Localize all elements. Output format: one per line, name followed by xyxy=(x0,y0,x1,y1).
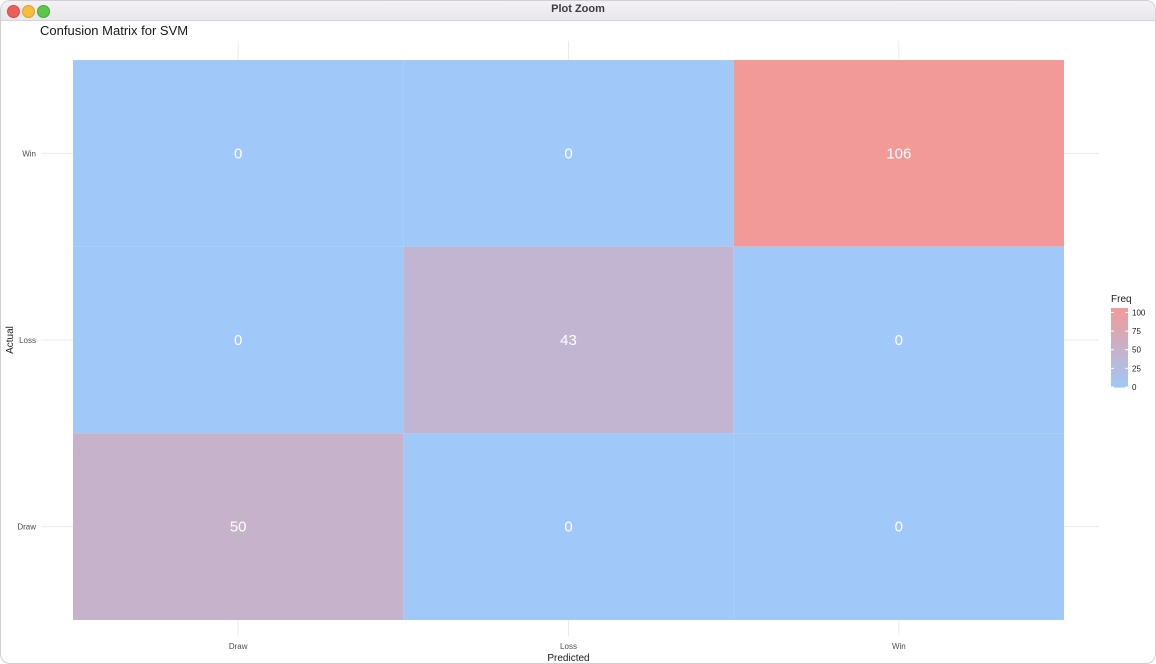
cell-value-label: 43 xyxy=(560,332,577,349)
y-tick-label: Loss xyxy=(19,336,36,345)
heatmap-cell-loss-draw xyxy=(73,246,404,434)
legend-tick-label: 50 xyxy=(1132,346,1141,355)
y-tick-label: Win xyxy=(22,149,36,158)
legend-colorbar-segment xyxy=(1111,359,1128,362)
legend-colorbar-segment xyxy=(1111,355,1128,358)
x-tick-label: Loss xyxy=(560,642,577,651)
cell-value-label: 0 xyxy=(564,145,572,162)
legend-colorbar-segment xyxy=(1111,349,1128,353)
minimize-window-button[interactable] xyxy=(22,5,35,18)
heatmap-cell-draw-win xyxy=(733,433,1064,620)
legend-colorbar-segment xyxy=(1111,315,1128,319)
legend-tick-label: 100 xyxy=(1132,308,1146,317)
legend-colorbar-segment xyxy=(1111,313,1128,317)
legend-colorbar-segment xyxy=(1111,351,1128,355)
legend-colorbar-segment xyxy=(1111,343,1128,347)
legend-colorbar-segment xyxy=(1111,323,1128,327)
heatmap-cell-loss-loss xyxy=(403,246,734,434)
legend-colorbar-segment xyxy=(1111,327,1128,331)
heatmap-cell-win-draw xyxy=(73,60,404,247)
chart-title: Confusion Matrix for SVM xyxy=(40,23,189,38)
heatmap-cell-loss-win xyxy=(733,246,1064,434)
cell-value-label: 50 xyxy=(230,519,247,536)
legend-colorbar-segment xyxy=(1111,365,1128,368)
legend-colorbar-segment xyxy=(1111,339,1128,343)
legend-colorbar-segment xyxy=(1111,375,1128,378)
legend-colorbar-segment xyxy=(1111,385,1128,388)
heatmap-cell-draw-draw xyxy=(73,433,404,620)
legend-colorbar-segment xyxy=(1111,347,1128,351)
legend-colorbar-segment xyxy=(1111,317,1128,321)
window-title: Plot Zoom xyxy=(551,3,605,15)
legend-title: Freq xyxy=(1111,294,1132,305)
legend-colorbar-segment xyxy=(1111,353,1128,356)
title-bar: Plot Zoom xyxy=(1,1,1155,21)
legend-colorbar-segment xyxy=(1111,383,1128,386)
heatmap-cell-win-win xyxy=(733,60,1064,247)
legend-colorbar-segment xyxy=(1111,321,1128,325)
legend-colorbar-segment xyxy=(1111,357,1128,360)
legend-colorbar-segment xyxy=(1111,363,1128,366)
legend-colorbar-segment xyxy=(1111,367,1128,370)
legend-colorbar-segment xyxy=(1111,319,1128,323)
cell-value-label: 0 xyxy=(234,332,242,349)
legend-colorbar-segment xyxy=(1111,381,1128,384)
x-tick-label: Win xyxy=(892,642,906,651)
x-axis-title: Predicted xyxy=(547,653,589,664)
cell-value-label: 106 xyxy=(886,145,911,162)
legend-colorbar-segment xyxy=(1111,337,1128,341)
legend-colorbar-segment xyxy=(1111,377,1128,380)
legend-colorbar-segment xyxy=(1111,335,1128,339)
heatmap-cell-draw-loss xyxy=(403,433,734,620)
x-tick-label: Draw xyxy=(229,642,248,651)
legend-tick-label: 75 xyxy=(1132,327,1141,336)
cell-value-label: 0 xyxy=(895,332,903,349)
legend-colorbar-segment xyxy=(1111,369,1128,372)
legend-colorbar-segment xyxy=(1111,379,1128,382)
legend-tick-label: 25 xyxy=(1132,364,1141,373)
legend-colorbar-segment xyxy=(1111,325,1128,329)
legend-colorbar-segment xyxy=(1111,331,1128,335)
legend-colorbar-segment xyxy=(1111,311,1128,315)
maximize-window-button[interactable] xyxy=(37,5,50,18)
legend-colorbar-segment xyxy=(1111,333,1128,337)
legend-colorbar-segment xyxy=(1111,361,1128,364)
close-window-button[interactable] xyxy=(7,5,20,18)
y-axis-title: Actual xyxy=(5,326,16,354)
cell-value-label: 0 xyxy=(564,519,572,536)
legend-colorbar-segment xyxy=(1111,329,1128,333)
cell-value-label: 0 xyxy=(234,145,242,162)
cell-value-label: 0 xyxy=(895,519,903,536)
legend-colorbar-segment xyxy=(1111,373,1128,376)
legend-tick-label: 0 xyxy=(1132,383,1137,392)
legend-colorbar-segment xyxy=(1111,345,1128,349)
legend-colorbar-segment xyxy=(1111,308,1128,311)
y-tick-label: Draw xyxy=(17,523,36,532)
legend-colorbar-segment xyxy=(1111,371,1128,374)
legend-colorbar-segment xyxy=(1111,309,1128,313)
heatmap-cell-win-loss xyxy=(403,60,734,247)
legend-colorbar-segment xyxy=(1111,341,1128,345)
